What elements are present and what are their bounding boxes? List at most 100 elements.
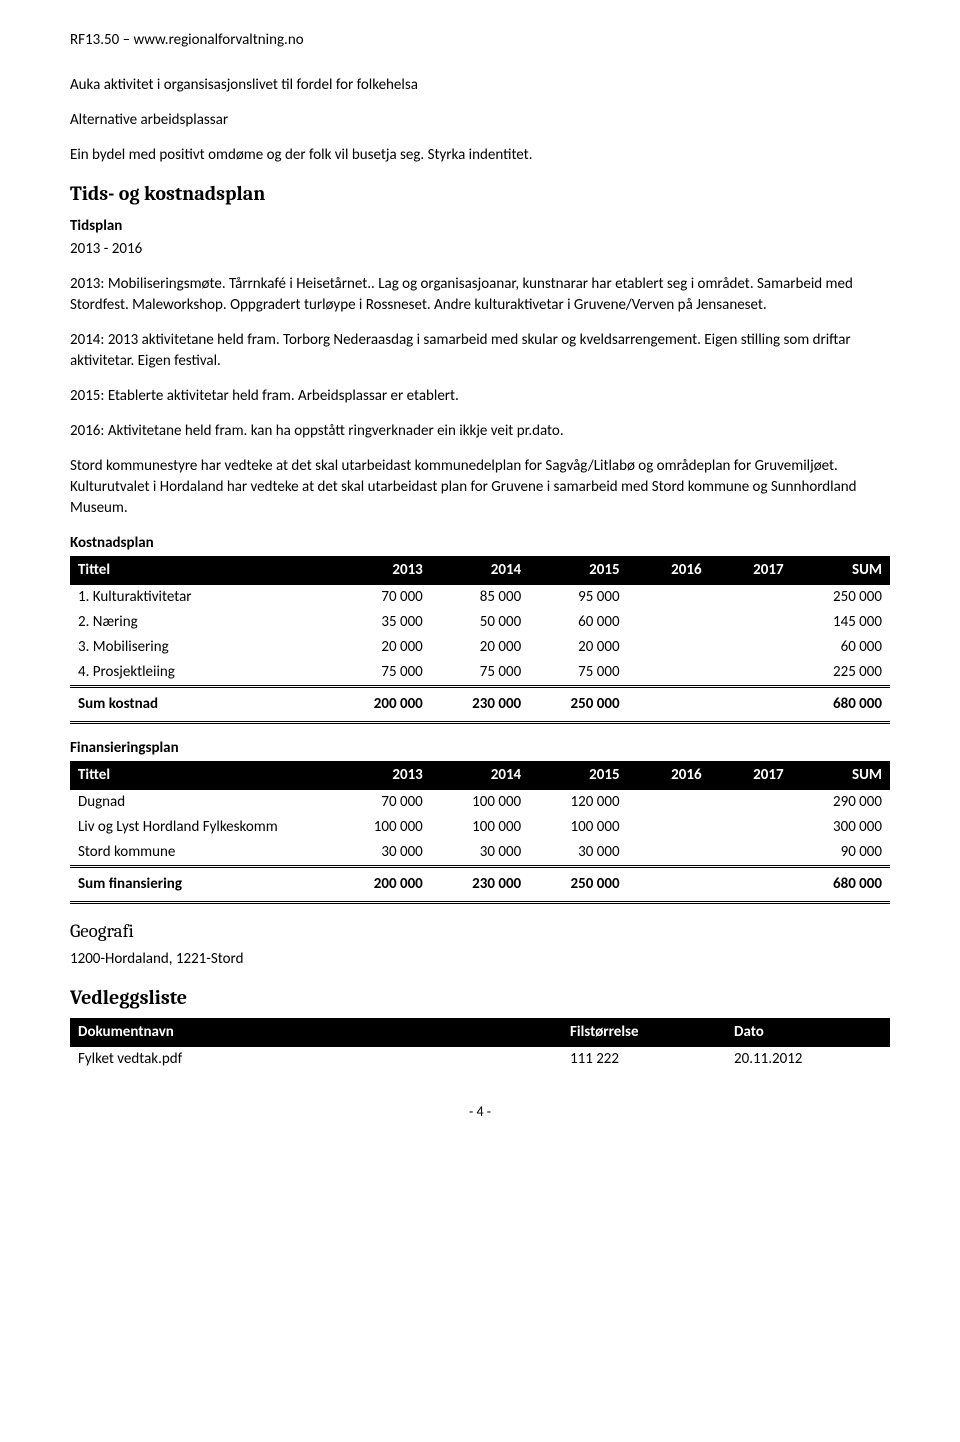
table-cell [710, 790, 792, 815]
tidsplan-p1: 2013: Mobiliseringsmøte. Tårrnkafé i Hei… [70, 274, 890, 316]
geografi-heading: Geografi [70, 918, 890, 945]
table-cell: 230 000 [431, 867, 529, 903]
table-header-cell: SUM [792, 761, 890, 790]
table-cell: 95 000 [529, 585, 627, 610]
table-sum-row: Sum finansiering200 000230 000250 000 680… [70, 867, 890, 903]
table-cell [628, 687, 710, 723]
table-header-cell: Tittel [70, 556, 332, 585]
table-cell: Liv og Lyst Hordland Fylkeskomm [70, 815, 332, 840]
table-row: 1. Kulturaktivitetar70 00085 00095 00025… [70, 585, 890, 610]
tidsplan-subheading: Tidsplan [70, 216, 890, 237]
table-cell [628, 867, 710, 903]
intro-para-2: Alternative arbeidsplassar [70, 110, 890, 131]
table-header-cell: SUM [792, 556, 890, 585]
table-header-cell: 2013 [332, 761, 430, 790]
table-cell: 70 000 [332, 790, 430, 815]
table-cell [628, 815, 710, 840]
table-cell: 120 000 [529, 790, 627, 815]
table-cell: 100 000 [332, 815, 430, 840]
table-cell: 250 000 [529, 867, 627, 903]
table-row: 3. Mobilisering20 00020 00020 00060 000 [70, 635, 890, 660]
table-cell: 230 000 [431, 687, 529, 723]
table-cell [628, 840, 710, 867]
table-cell [628, 790, 710, 815]
finans-table: Tittel20132014201520162017SUMDugnad70 00… [70, 761, 890, 904]
tidsplan-p4: 2016: Aktivitetane held fram. kan ha opp… [70, 421, 890, 442]
tidsplan-p2: 2014: 2013 aktivitetane held fram. Torbo… [70, 330, 890, 372]
tidsplan-range: 2013 - 2016 [70, 239, 890, 260]
table-cell [710, 840, 792, 867]
table-cell: 30 000 [431, 840, 529, 867]
table-cell: 290 000 [792, 790, 890, 815]
table-cell: 225 000 [792, 660, 890, 687]
table-cell [628, 610, 710, 635]
table-header-cell: 2017 [710, 761, 792, 790]
table-cell: 20 000 [332, 635, 430, 660]
table-cell: 20.11.2012 [726, 1047, 890, 1072]
table-header-cell: Dokumentnavn [70, 1018, 562, 1047]
table-cell [710, 585, 792, 610]
table-cell: 75 000 [529, 660, 627, 687]
table-header-cell: Dato [726, 1018, 890, 1047]
table-cell: 75 000 [431, 660, 529, 687]
table-cell: Sum finansiering [70, 867, 332, 903]
table-cell: 60 000 [792, 635, 890, 660]
table-cell [710, 867, 792, 903]
table-cell: 100 000 [529, 815, 627, 840]
table-cell: 4. Prosjektleiing [70, 660, 332, 687]
table-header-cell: 2017 [710, 556, 792, 585]
intro-para-1: Auka aktivitet i organsisasjonslivet til… [70, 75, 890, 96]
table-cell: 111 222 [562, 1047, 726, 1072]
table-cell: 30 000 [332, 840, 430, 867]
finans-heading: Finansieringsplan [70, 738, 890, 759]
table-cell [628, 585, 710, 610]
vedlegg-table: DokumentnavnFilstørrelseDatoFylket vedta… [70, 1018, 890, 1072]
table-cell [710, 815, 792, 840]
table-row: Stord kommune30 00030 00030 00090 000 [70, 840, 890, 867]
table-cell [710, 660, 792, 687]
table-cell: 680 000 [792, 867, 890, 903]
table-row: Dugnad70 000100 000120 000290 000 [70, 790, 890, 815]
table-cell: 60 000 [529, 610, 627, 635]
table-cell: 85 000 [431, 585, 529, 610]
table-row: Liv og Lyst Hordland Fylkeskomm100 00010… [70, 815, 890, 840]
table-cell: 145 000 [792, 610, 890, 635]
table-row: 2. Næring35 00050 00060 000 145 000 [70, 610, 890, 635]
table-cell: Fylket vedtak.pdf [70, 1047, 562, 1072]
table-header-cell: 2013 [332, 556, 430, 585]
table-cell: 35 000 [332, 610, 430, 635]
table-cell: 1. Kulturaktivitetar [70, 585, 332, 610]
table-cell: 20 000 [529, 635, 627, 660]
table-header-cell: Tittel [70, 761, 332, 790]
table-cell: 30 000 [529, 840, 627, 867]
table-cell: Sum kostnad [70, 687, 332, 723]
table-cell: 20 000 [431, 635, 529, 660]
table-cell: Dugnad [70, 790, 332, 815]
tidsplan-heading: Tids- og kostnadsplan [70, 180, 890, 208]
table-cell [710, 635, 792, 660]
table-row: 4. Prosjektleiing75 00075 00075 000225 0… [70, 660, 890, 687]
table-cell: 200 000 [332, 867, 430, 903]
table-header-cell: 2016 [628, 761, 710, 790]
tidsplan-p3: 2015: Etablerte aktivitetar held fram. A… [70, 386, 890, 407]
tidsplan-p5: Stord kommunestyre har vedteke at det sk… [70, 456, 890, 519]
kostnad-heading: Kostnadsplan [70, 533, 890, 554]
table-cell: 3. Mobilisering [70, 635, 332, 660]
table-row: Fylket vedtak.pdf111 22220.11.2012 [70, 1047, 890, 1072]
table-cell: 300 000 [792, 815, 890, 840]
table-cell: Stord kommune [70, 840, 332, 867]
table-sum-row: Sum kostnad200 000230 000250 000680 000 [70, 687, 890, 723]
table-cell: 70 000 [332, 585, 430, 610]
table-cell [628, 635, 710, 660]
table-cell: 2. Næring [70, 610, 332, 635]
kostnad-table: Tittel20132014201520162017SUM1. Kulturak… [70, 556, 890, 724]
table-cell: 50 000 [431, 610, 529, 635]
table-cell [628, 660, 710, 687]
table-cell [710, 610, 792, 635]
table-cell: 100 000 [431, 815, 529, 840]
table-cell: 90 000 [792, 840, 890, 867]
table-cell [710, 687, 792, 723]
table-header-cell: 2015 [529, 761, 627, 790]
table-header-cell: 2016 [628, 556, 710, 585]
table-header-cell: 2014 [431, 556, 529, 585]
